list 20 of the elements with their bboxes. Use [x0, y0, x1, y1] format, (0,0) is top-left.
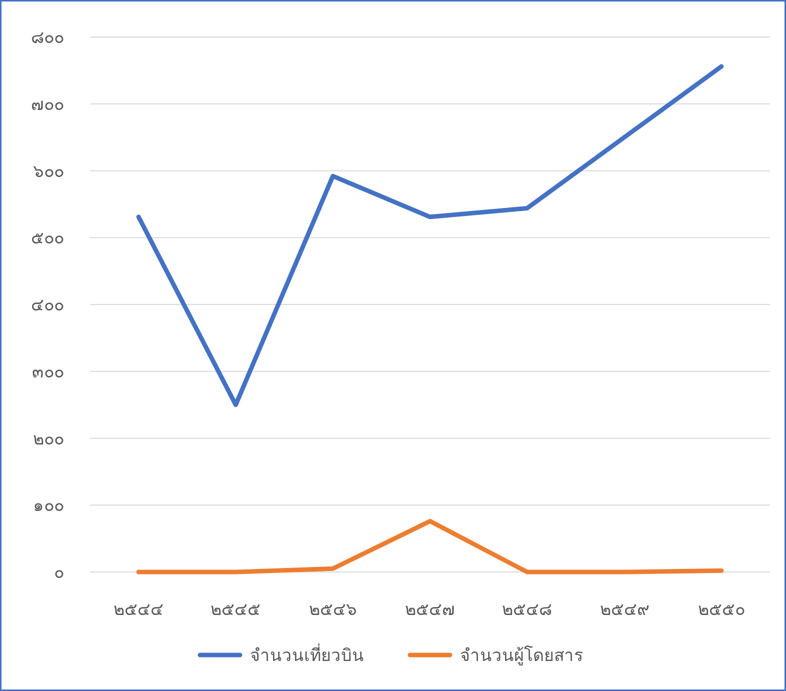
y-tick-label: ๘๐๐	[31, 28, 64, 48]
x-tick-label: ๒๕๔๙	[600, 600, 649, 620]
y-tick-label: ๖๐๐	[33, 162, 64, 182]
x-tick-label: ๒๕๔๕	[210, 600, 261, 620]
x-tick-label: ๒๕๕๐	[698, 600, 745, 620]
x-tick-label: ๒๕๔๗	[405, 600, 455, 620]
x-tick-label: ๒๕๔๖	[308, 600, 357, 620]
y-tick-label: ๓๐๐	[32, 362, 64, 382]
y-tick-label: ๗๐๐	[31, 94, 64, 115]
legend-label: จำนวนผู้โดยสาร	[460, 645, 583, 666]
y-tick-label: ๔๐๐	[31, 296, 64, 316]
y-tick-label: ๕๐๐	[31, 228, 64, 249]
x-tick-label: ๒๕๔๘	[502, 600, 552, 620]
x-tick-label: ๒๕๔๔	[114, 600, 164, 620]
line-series	[136, 518, 724, 574]
legend-label: จำนวนเที่ยวบิน	[250, 643, 364, 666]
line-series	[136, 64, 724, 408]
y-tick-label: ๑๐๐	[33, 496, 64, 516]
y-tick-label: ๐	[54, 563, 64, 583]
y-tick-label: ๒๐๐	[33, 429, 64, 450]
